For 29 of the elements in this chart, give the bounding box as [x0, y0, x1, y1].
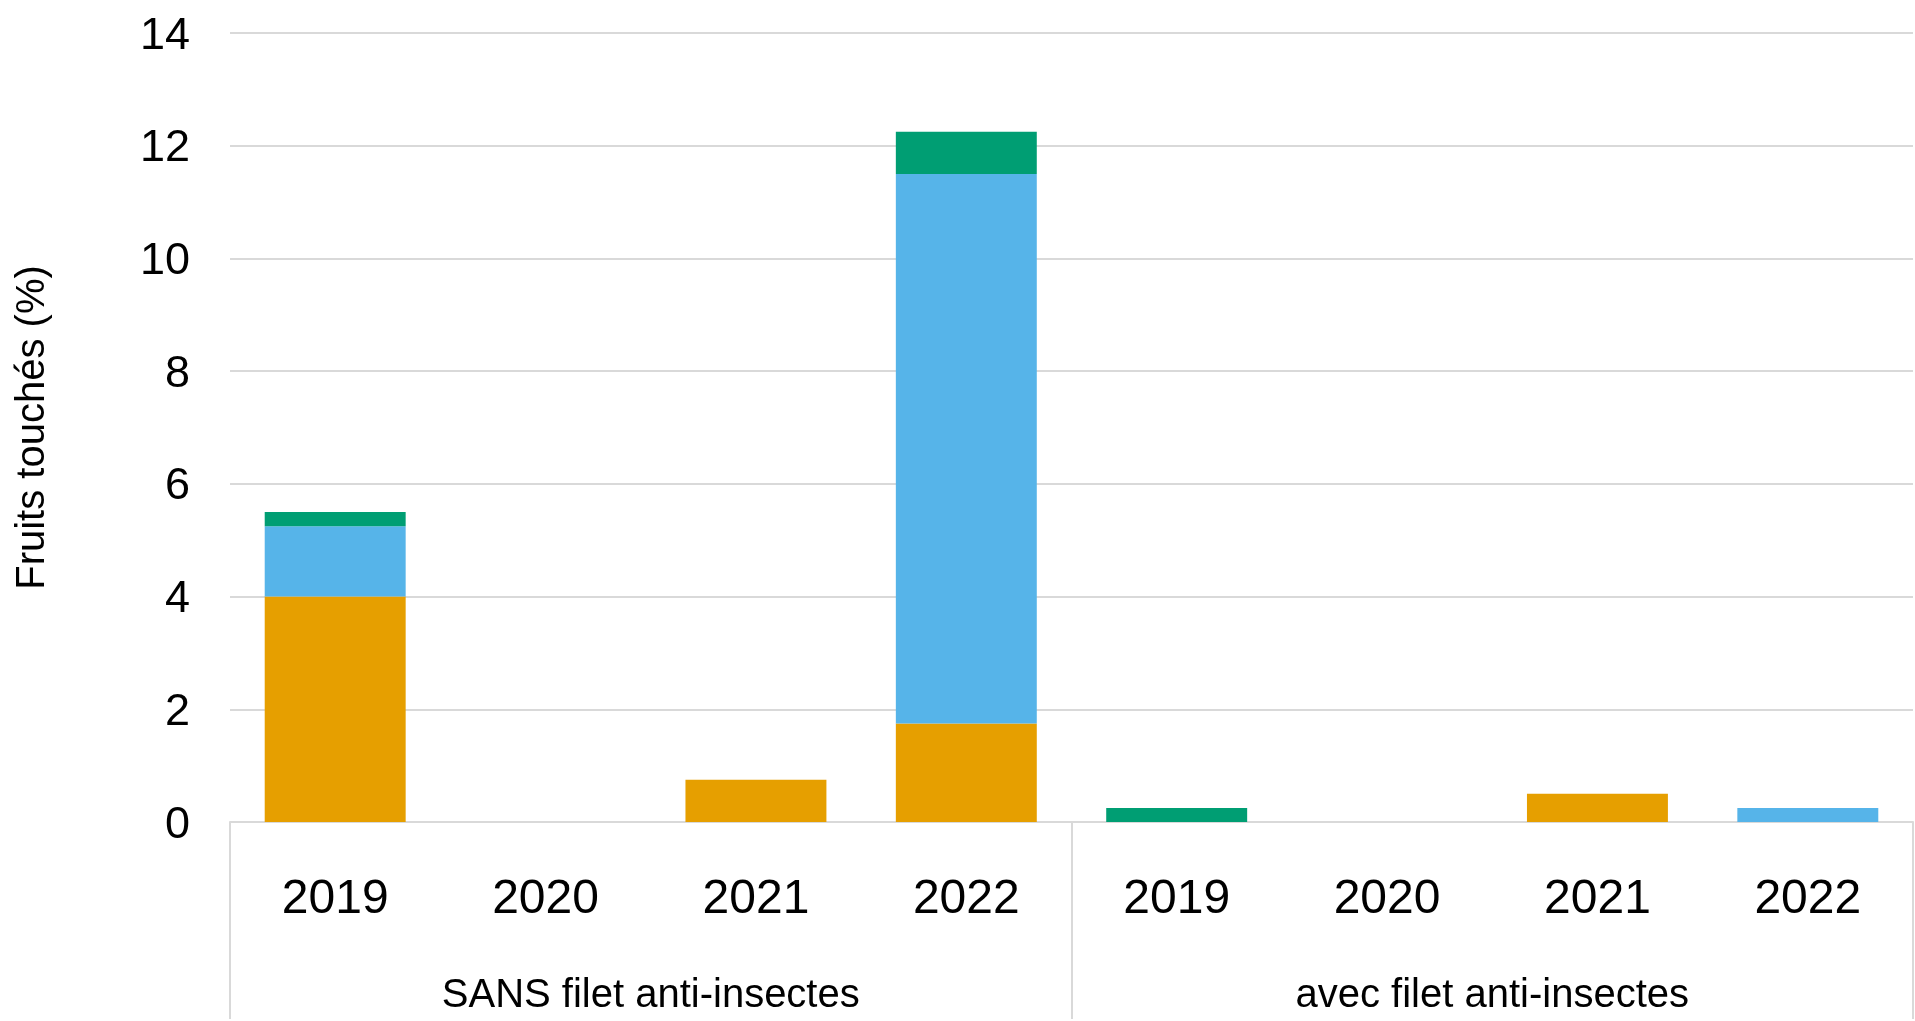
- text: avec filet anti-insectes: [1295, 971, 1690, 1015]
- y-tick-label: 12: [139, 120, 190, 172]
- x-tick-label: 2022: [912, 869, 1020, 923]
- bar: [685, 779, 827, 822]
- bar: [895, 131, 1037, 174]
- text: SANS filet anti-insectes: [441, 971, 860, 1015]
- y-tick-label: 8: [164, 345, 190, 397]
- bar: [264, 512, 406, 527]
- bar: [895, 173, 1037, 724]
- x-tick-label: 2019: [281, 869, 389, 923]
- y-tick-label: 6: [164, 458, 190, 510]
- x-tick-label: 2019: [1123, 869, 1231, 923]
- y-axis-title: Fruits touchés (%): [8, 265, 52, 590]
- x-tick-label: 2020: [1333, 869, 1441, 923]
- bar: [895, 723, 1037, 822]
- x-tick-label: 2020: [492, 869, 599, 923]
- bar: [1526, 793, 1668, 822]
- x-tick-label: 2022: [1754, 869, 1862, 923]
- x-tick-label: 2021: [1544, 869, 1651, 923]
- y-tick-label: 0: [164, 796, 190, 848]
- y-tick-label: 2: [164, 683, 190, 735]
- y-tick-label: 14: [139, 7, 190, 59]
- bar: [264, 526, 406, 597]
- y-tick-label: 4: [164, 571, 190, 623]
- x-tick-label: 2021: [702, 869, 810, 923]
- bar: [1737, 807, 1879, 822]
- y-tick-label: 10: [139, 232, 190, 284]
- bar: [1106, 807, 1248, 822]
- bar: [264, 596, 406, 822]
